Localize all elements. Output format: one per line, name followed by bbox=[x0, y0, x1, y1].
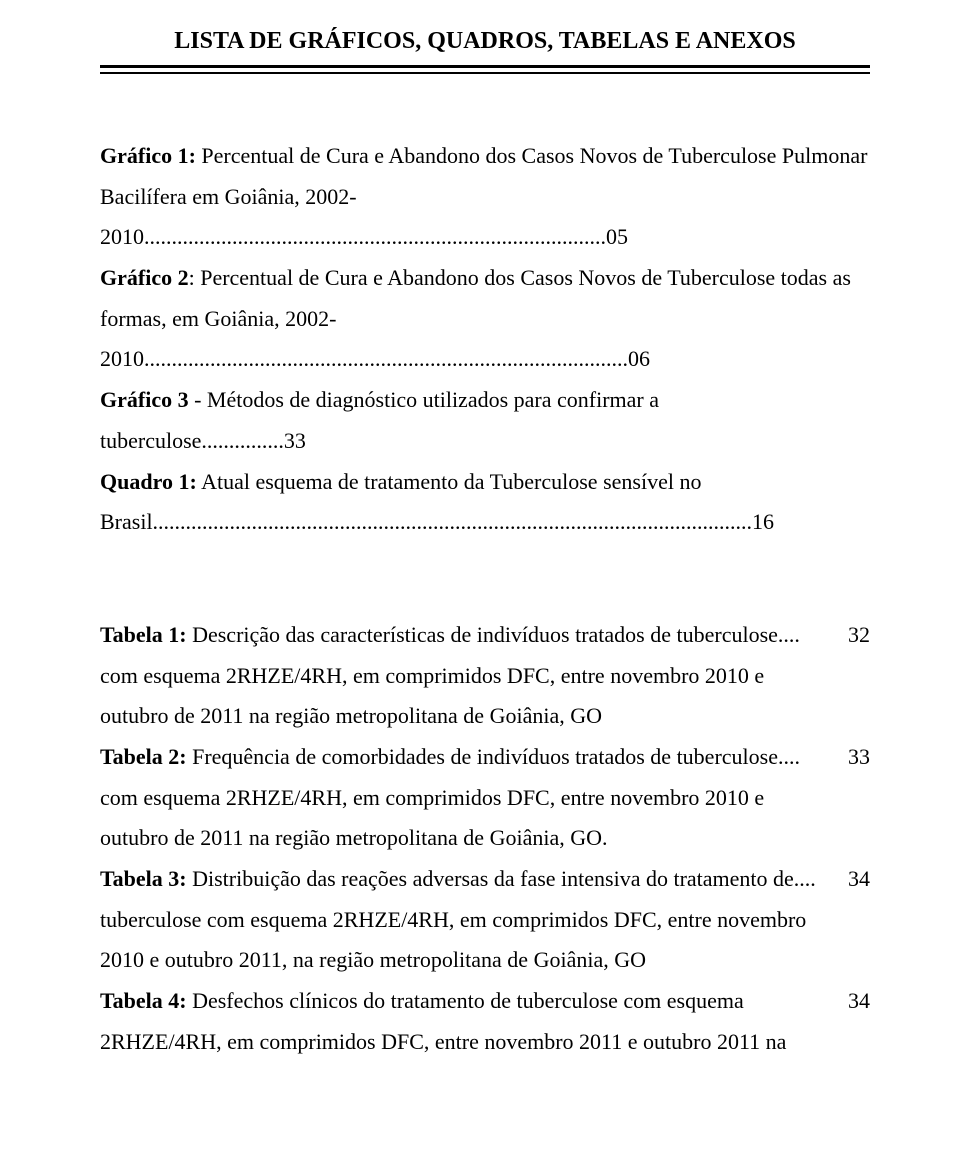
entry-continuation: Bacilífera em Goiânia, 2002-2010........… bbox=[100, 177, 870, 258]
entry-first-line: Tabela 4: Desfechos clínicos do tratamen… bbox=[100, 981, 838, 1022]
page-title: LISTA DE GRÁFICOS, QUADROS, TABELAS E AN… bbox=[100, 28, 870, 55]
entry-tabela-2: Tabela 2: Frequência de comorbidades de … bbox=[100, 737, 870, 778]
entry-tabela-1: Tabela 1: Descrição das características … bbox=[100, 615, 870, 656]
entry-label: Tabela 4: bbox=[100, 988, 187, 1013]
list-of-figures-block: Gráfico 1: Percentual de Cura e Abandono… bbox=[100, 136, 870, 543]
entry-text: Distribuição das reações adversas da fas… bbox=[187, 866, 816, 891]
entry-grafico-1: Gráfico 1: Percentual de Cura e Abandono… bbox=[100, 136, 870, 177]
entry-continuation: tuberculose com esquema 2RHZE/4RH, em co… bbox=[100, 900, 870, 941]
entry-label: Tabela 2: bbox=[100, 744, 187, 769]
entry-continuation: com esquema 2RHZE/4RH, em comprimidos DF… bbox=[100, 656, 870, 697]
entry-text: Desfechos clínicos do tratamento de tube… bbox=[187, 988, 744, 1013]
entry-continuation: formas, em Goiânia, 2002-2010...........… bbox=[100, 299, 870, 380]
entry-label: Gráfico 2 bbox=[100, 265, 189, 290]
entry-text: Descrição das características de indivíd… bbox=[187, 622, 800, 647]
entry-page-number: 32 bbox=[838, 615, 870, 656]
entry-text: Percentual de Cura e Abandono dos Casos … bbox=[196, 143, 868, 168]
list-of-tables-block: Tabela 1: Descrição das características … bbox=[100, 615, 870, 1063]
entry-grafico-3: Gráfico 3 - Métodos de diagnóstico utili… bbox=[100, 380, 870, 461]
entry-continuation: Brasil..................................… bbox=[100, 502, 870, 543]
entry-label: Tabela 3: bbox=[100, 866, 187, 891]
entry-continuation: outubro de 2011 na região metropolitana … bbox=[100, 818, 870, 859]
entry-continuation: 2010 e outubro 2011, na região metropoli… bbox=[100, 940, 870, 981]
entry-label: Gráfico 1: bbox=[100, 143, 196, 168]
entry-grafico-2: Gráfico 2: Percentual de Cura e Abandono… bbox=[100, 258, 870, 299]
entry-first-line: Tabela 3: Distribuição das reações adver… bbox=[100, 859, 838, 900]
entry-continuation: 2RHZE/4RH, em comprimidos DFC, entre nov… bbox=[100, 1022, 870, 1063]
entry-label: Tabela 1: bbox=[100, 622, 187, 647]
title-rule-group bbox=[100, 65, 870, 74]
entry-continuation: com esquema 2RHZE/4RH, em comprimidos DF… bbox=[100, 778, 870, 819]
entry-first-line: Tabela 1: Descrição das características … bbox=[100, 615, 838, 656]
document-page: LISTA DE GRÁFICOS, QUADROS, TABELAS E AN… bbox=[0, 0, 960, 1062]
rule-thin bbox=[100, 72, 870, 74]
entry-first-line: Tabela 2: Frequência de comorbidades de … bbox=[100, 737, 838, 778]
entry-page-number: 34 bbox=[838, 981, 870, 1022]
entry-continuation: outubro de 2011 na região metropolitana … bbox=[100, 696, 870, 737]
entry-text: Frequência de comorbidades de indivíduos… bbox=[187, 744, 800, 769]
entry-quadro-1: Quadro 1: Atual esquema de tratamento da… bbox=[100, 462, 870, 503]
entry-page-number: 34 bbox=[838, 859, 870, 900]
entry-label: Gráfico 3 bbox=[100, 387, 189, 412]
entry-tabela-4: Tabela 4: Desfechos clínicos do tratamen… bbox=[100, 981, 870, 1022]
entry-text: Atual esquema de tratamento da Tuberculo… bbox=[197, 469, 702, 494]
rule-thick bbox=[100, 65, 870, 68]
entry-label: Quadro 1: bbox=[100, 469, 197, 494]
entry-page-number: 33 bbox=[838, 737, 870, 778]
entry-tabela-3: Tabela 3: Distribuição das reações adver… bbox=[100, 859, 870, 900]
entry-text: : Percentual de Cura e Abandono dos Caso… bbox=[189, 265, 851, 290]
